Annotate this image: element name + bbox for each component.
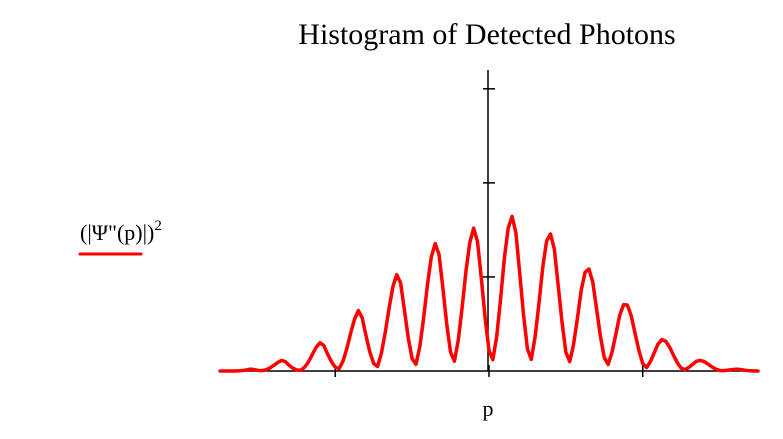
- x-axis-label: p: [483, 396, 494, 421]
- svg-text:(|Ψ"(p)|)2: (|Ψ"(p)|)2: [80, 218, 162, 245]
- y-ticks: [483, 88, 495, 278]
- y-label-open: (|: [80, 220, 92, 245]
- y-label-power: 2: [154, 218, 162, 234]
- series-line: [218, 214, 760, 373]
- y-label-psi: Ψ": [92, 220, 117, 245]
- chart-title: Histogram of Detected Photons: [298, 18, 675, 51]
- y-label-close: |): [143, 220, 155, 245]
- y-label-arg: (p): [117, 220, 143, 245]
- y-axis-label: (|Ψ"(p)|)2: [78, 218, 162, 256]
